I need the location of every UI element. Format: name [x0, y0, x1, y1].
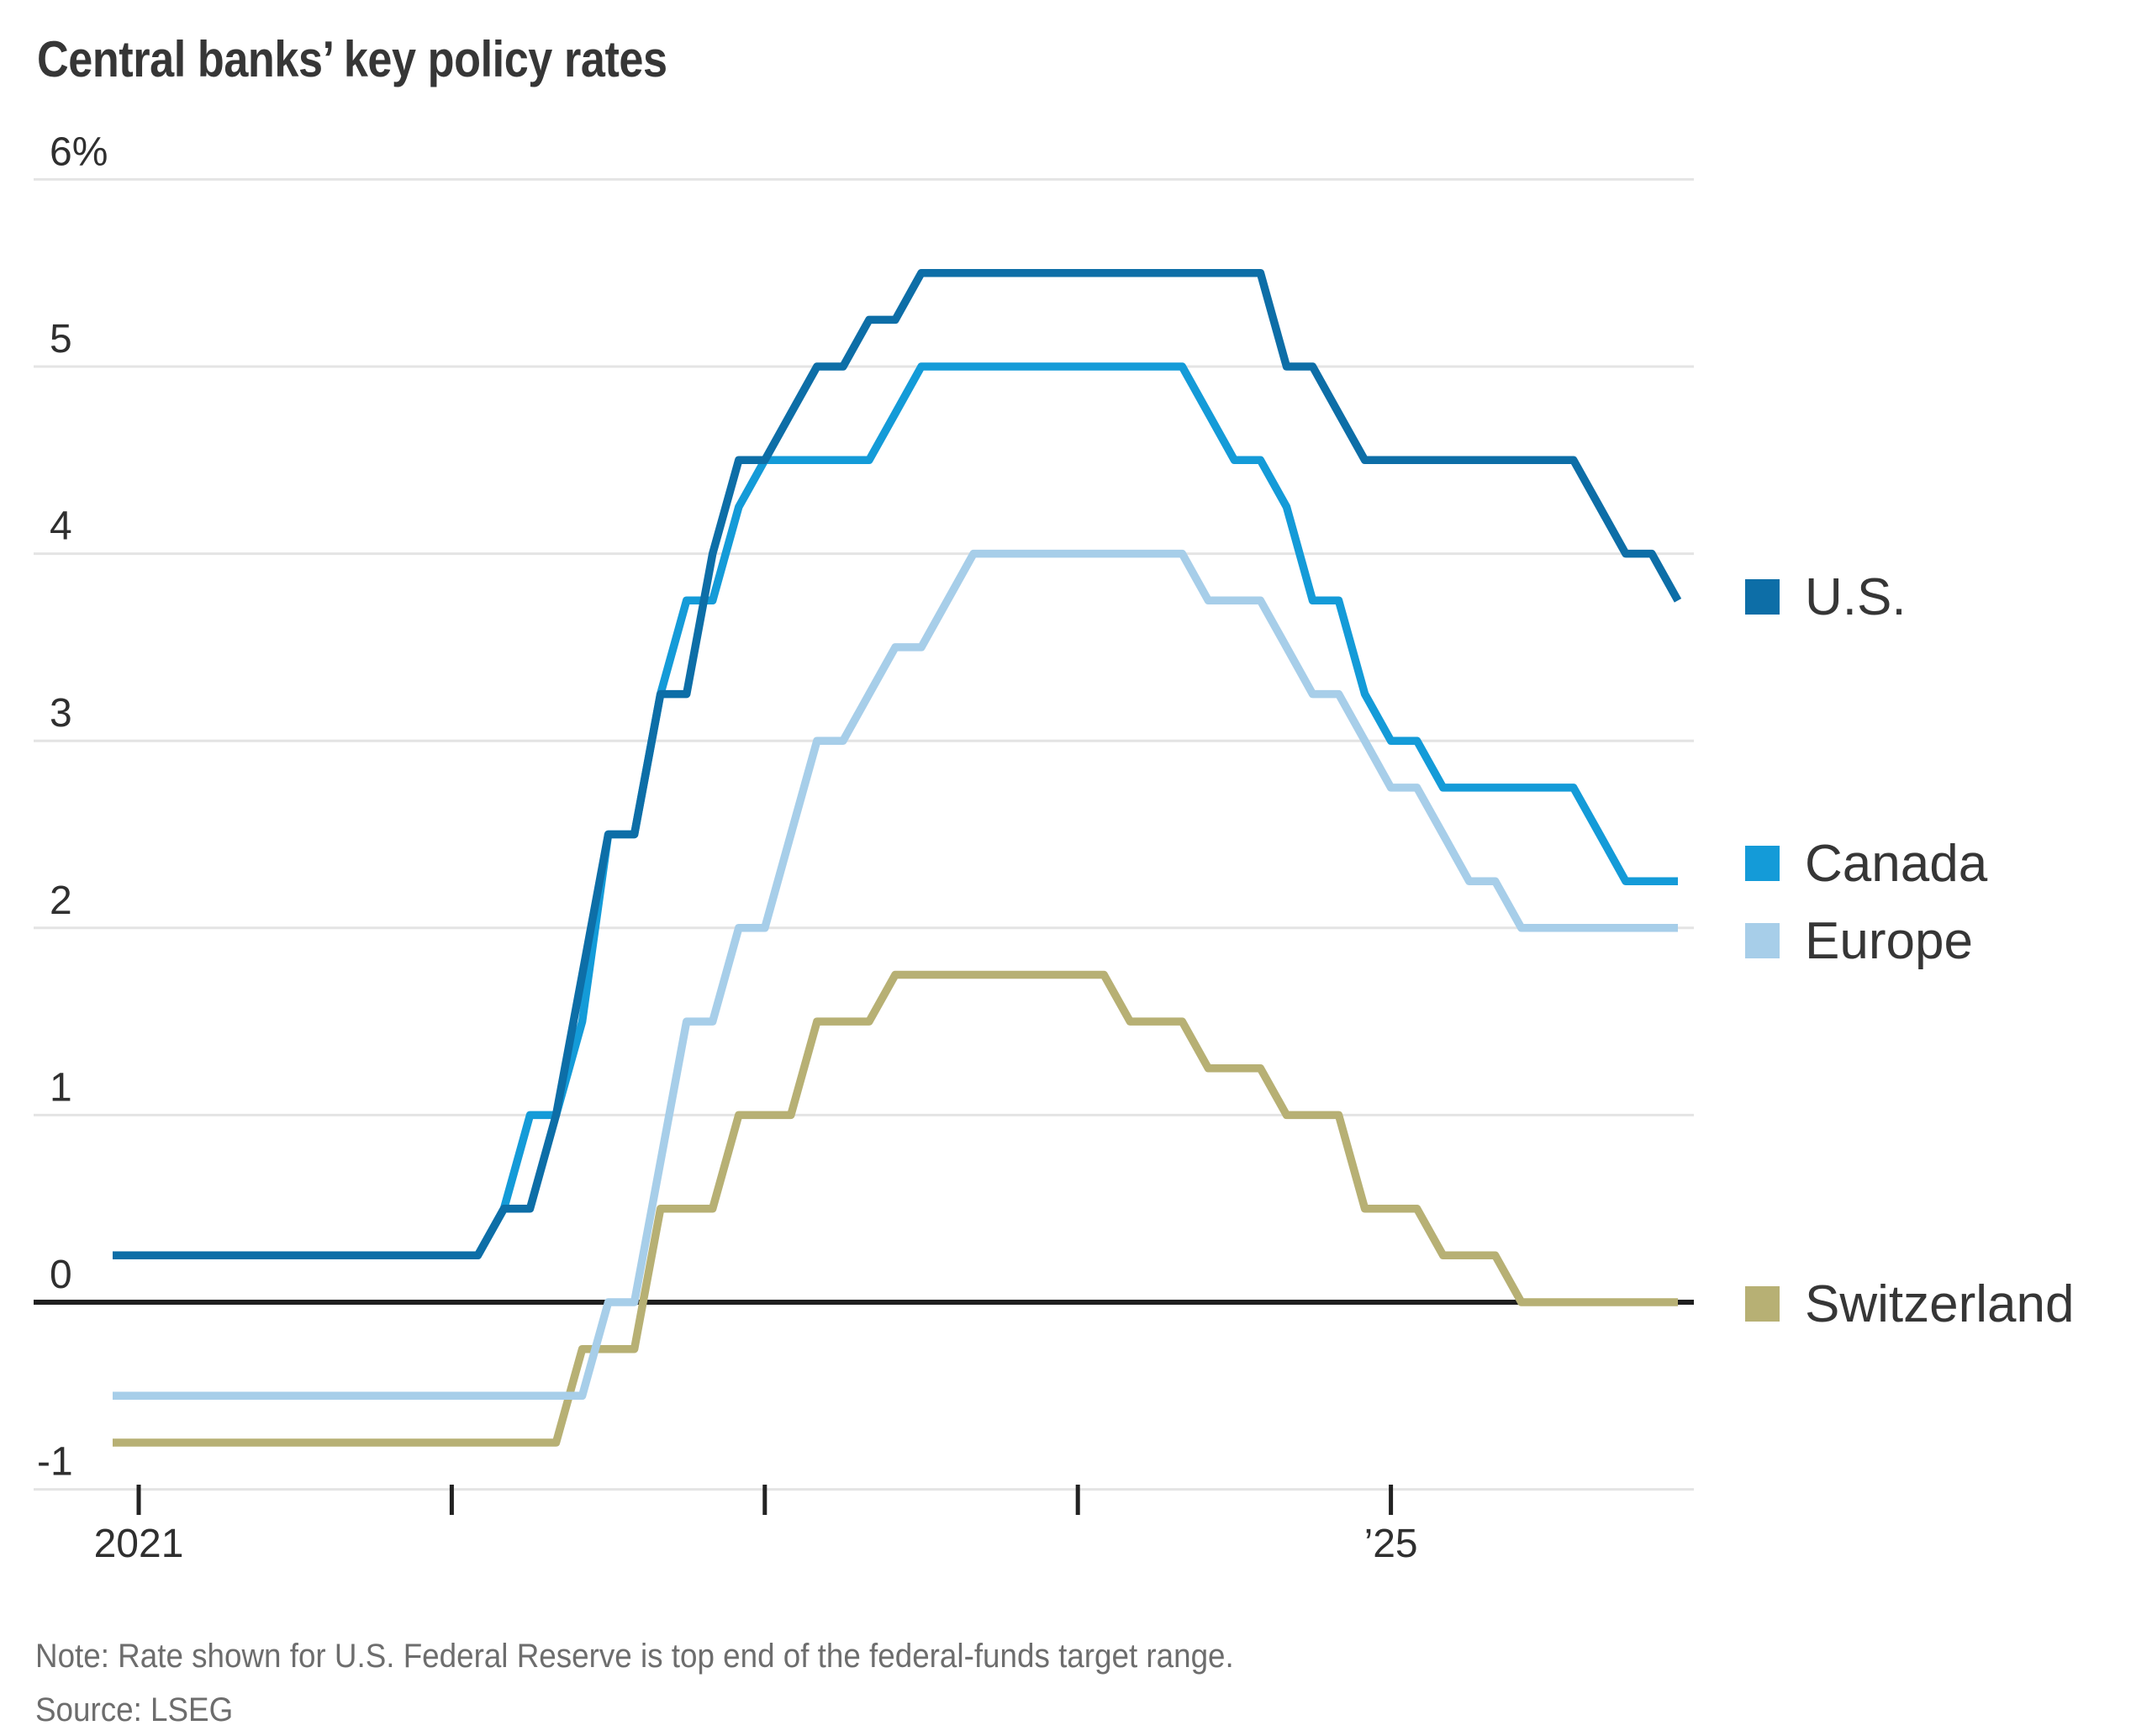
- series-line-canada: [113, 362, 1678, 1260]
- legend-item-europe: Europe: [1745, 911, 1973, 970]
- source-text: Source: LSEG: [35, 1691, 234, 1728]
- y-axis-label-5: 5: [50, 317, 72, 361]
- legend-item-canada: Canada: [1745, 835, 1987, 893]
- chart-title: Central banks’ key policy rates: [37, 31, 667, 87]
- x-axis-label-2021: 2021: [94, 1522, 184, 1566]
- y-axis-label-6: 6%: [50, 129, 108, 174]
- y-axis-label-1: 1: [50, 1065, 72, 1110]
- y-axis-label-4: 4: [50, 504, 72, 549]
- legend-swatch-us: [1745, 579, 1780, 615]
- legend-swatch-switzerland: [1745, 1286, 1780, 1322]
- x-axis-label-2025: ’25: [1364, 1522, 1418, 1566]
- y-axis-label--1: -1: [37, 1440, 73, 1485]
- y-axis-label-0: 0: [50, 1253, 72, 1297]
- legend-item-switzerland: Switzerland: [1745, 1274, 2075, 1333]
- y-axis-label-2: 2: [50, 879, 72, 923]
- note-text: Note: Rate shown for U.S. Federal Reserv…: [35, 1638, 1234, 1675]
- legend-label-switzerland: Switzerland: [1805, 1274, 2075, 1333]
- legend-label-us: U.S.: [1805, 567, 1907, 626]
- legend-item-us: U.S.: [1745, 567, 1907, 626]
- series-line-switzerland: [113, 970, 1678, 1447]
- legend-swatch-europe: [1745, 923, 1780, 958]
- legend-label-europe: Europe: [1805, 911, 1973, 970]
- legend-label-canada: Canada: [1805, 834, 1988, 893]
- y-axis-label-3: 3: [50, 691, 72, 736]
- series-line-europe: [113, 549, 1678, 1401]
- series-line-us: [113, 268, 1682, 1260]
- legend-swatch-canada: [1745, 846, 1780, 881]
